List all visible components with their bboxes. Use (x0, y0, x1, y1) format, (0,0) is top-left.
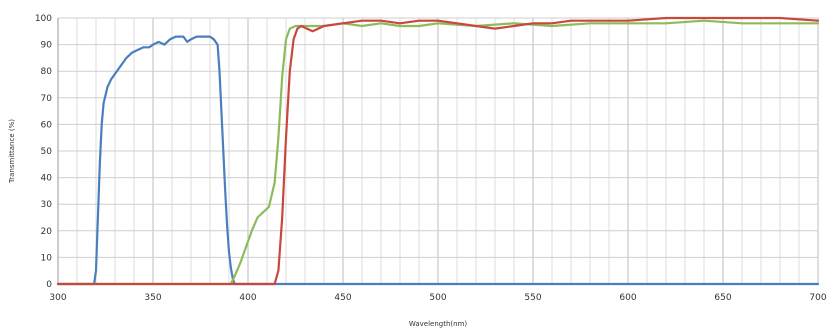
y-tick-label: 40 (41, 174, 53, 184)
x-tick-label: 400 (239, 293, 256, 303)
y-tick-label: 30 (41, 200, 53, 210)
x-tick-label: 500 (429, 293, 446, 303)
x-tick-label: 600 (619, 293, 636, 303)
grid (57, 17, 819, 285)
x-tick-label: 450 (334, 293, 351, 303)
y-tick-label: 80 (41, 67, 53, 77)
y-tick-label: 10 (41, 253, 53, 263)
y-tick-label: 20 (41, 227, 53, 237)
series-line-1 (56, 35, 820, 286)
y-tick-label: 100 (35, 14, 52, 24)
x-tick-label: 700 (809, 293, 826, 303)
y-axis-label: Transmittance (%) (8, 119, 16, 184)
x-tick-label: 350 (144, 293, 161, 303)
x-axis-label: Wavelength(nm) (409, 320, 468, 328)
y-tick-label: 50 (41, 147, 53, 157)
tick-labels: 0 10 20 30 40 50 60 70 80 90 100 300 350 400 450 500 550… (35, 14, 826, 303)
y-tick-label: 70 (41, 94, 53, 104)
x-tick-label: 650 (714, 293, 731, 303)
series-line-3 (56, 16, 820, 286)
x-tick-label: 300 (49, 293, 66, 303)
y-tick-label: 90 (41, 41, 53, 51)
y-tick-label: 60 (41, 120, 53, 130)
series-lines (56, 16, 820, 286)
y-tick-label: 0 (46, 280, 52, 290)
x-tick-label: 550 (524, 293, 541, 303)
